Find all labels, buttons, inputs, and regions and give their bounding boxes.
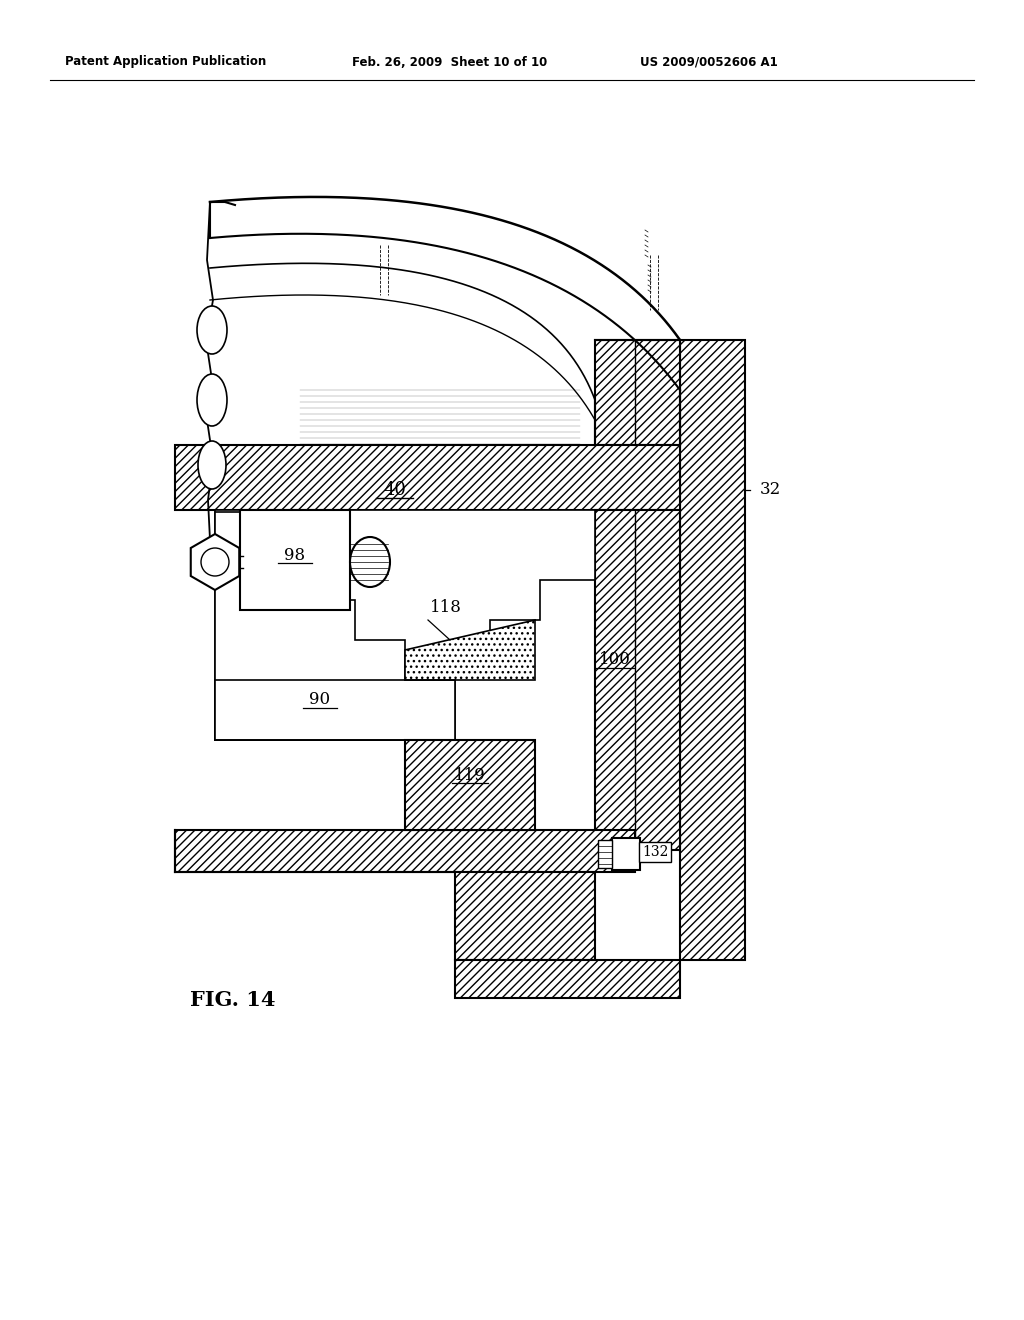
Bar xyxy=(680,341,745,960)
Text: 90: 90 xyxy=(309,692,331,709)
Text: 119: 119 xyxy=(454,767,485,784)
Bar xyxy=(595,510,680,850)
Bar xyxy=(175,830,635,873)
Text: 32: 32 xyxy=(760,482,781,499)
Text: Patent Application Publication: Patent Application Publication xyxy=(65,55,266,69)
Ellipse shape xyxy=(197,374,227,426)
Bar xyxy=(455,960,680,998)
Text: 100: 100 xyxy=(599,652,631,668)
Text: 98: 98 xyxy=(285,546,305,564)
Text: 118: 118 xyxy=(430,599,462,616)
Text: US 2009/0052606 A1: US 2009/0052606 A1 xyxy=(640,55,778,69)
Text: FIG. 14: FIG. 14 xyxy=(190,990,275,1010)
Bar xyxy=(595,341,680,445)
Bar xyxy=(240,510,350,610)
Polygon shape xyxy=(215,680,390,741)
Bar xyxy=(215,680,455,741)
Text: 40: 40 xyxy=(384,480,407,499)
Bar xyxy=(215,510,595,830)
Polygon shape xyxy=(215,512,455,741)
Text: Feb. 26, 2009  Sheet 10 of 10: Feb. 26, 2009 Sheet 10 of 10 xyxy=(352,55,547,69)
Ellipse shape xyxy=(350,537,390,587)
Text: 132: 132 xyxy=(642,845,669,859)
Bar xyxy=(175,445,680,510)
Bar xyxy=(612,838,640,870)
Circle shape xyxy=(201,548,229,576)
Polygon shape xyxy=(406,620,535,680)
Bar xyxy=(455,873,595,960)
Ellipse shape xyxy=(197,306,227,354)
Ellipse shape xyxy=(198,441,226,488)
Bar xyxy=(598,840,612,869)
Bar xyxy=(406,741,535,830)
Polygon shape xyxy=(215,510,595,741)
Polygon shape xyxy=(190,535,240,590)
